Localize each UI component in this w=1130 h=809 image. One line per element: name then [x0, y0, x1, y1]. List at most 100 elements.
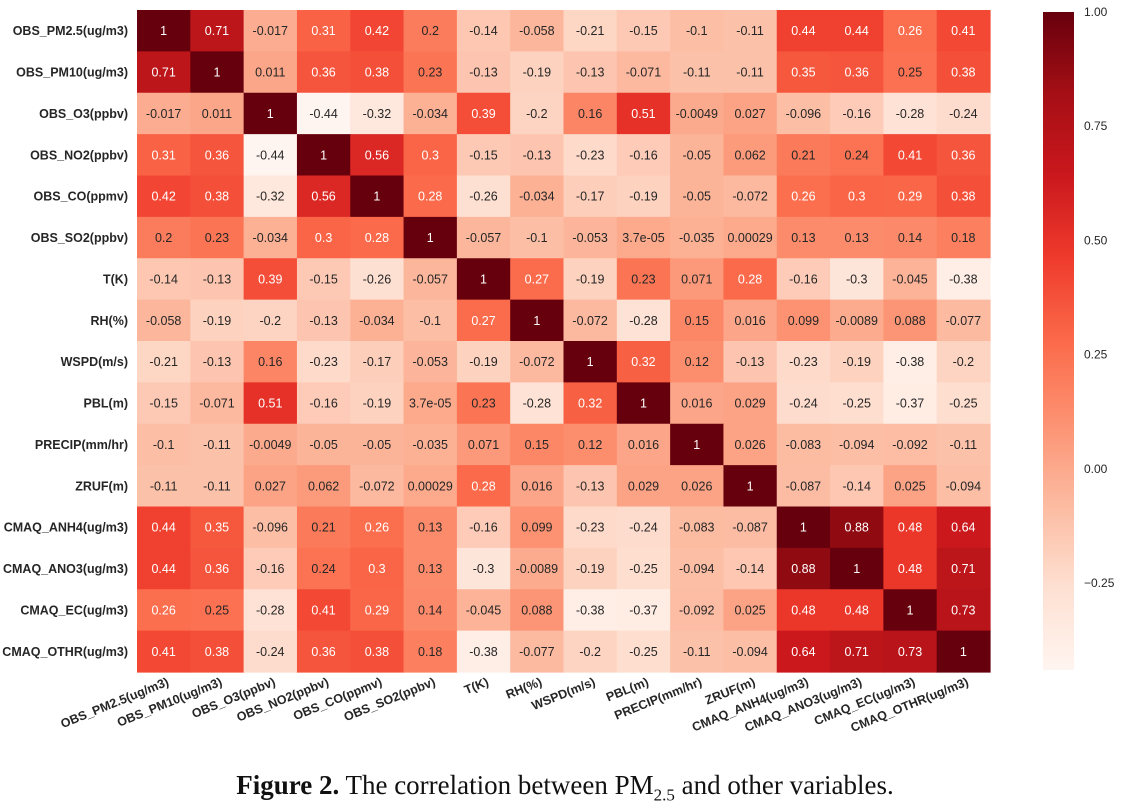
cell-value-label: -0.096	[786, 107, 821, 121]
heatmap-cell	[616, 547, 671, 590]
heatmap-cell	[243, 10, 298, 52]
cell-value-label: -0.077	[946, 314, 981, 328]
cell-value-label: 0.18	[951, 231, 975, 245]
cell-value-label: 0.26	[791, 190, 815, 204]
row-label: OBS_O3(ppbv)	[39, 107, 128, 121]
heatmap-cell	[883, 258, 938, 301]
cell-value-label: 0.2	[422, 24, 439, 38]
heatmap-cell	[243, 382, 298, 425]
cell-value-label: 0.029	[628, 479, 659, 493]
cell-value-label: -0.092	[892, 438, 927, 452]
heatmap-cell	[616, 216, 671, 259]
heatmap-cell	[723, 547, 778, 590]
cell-value-label: -0.057	[466, 231, 501, 245]
heatmap-cell	[137, 92, 191, 135]
cell-value-label: -0.23	[309, 355, 338, 369]
heatmap-cell	[723, 258, 778, 301]
cell-value-label: 0.36	[311, 645, 335, 659]
cell-value-label: 0.2	[155, 231, 172, 245]
cell-value-label: 0.88	[791, 562, 815, 576]
heatmap-cell	[456, 423, 511, 466]
cell-value-label: 1	[907, 603, 914, 617]
heatmap-cell	[776, 10, 831, 52]
heatmap-cell	[723, 216, 778, 259]
heatmap-cell	[137, 423, 191, 466]
cell-value-label: -0.053	[412, 355, 447, 369]
cell-value-label: -0.14	[736, 562, 765, 576]
heatmap-cell	[616, 423, 671, 466]
heatmap-cell	[510, 175, 565, 218]
heatmap-cell	[456, 589, 511, 632]
heatmap-cell	[137, 341, 191, 383]
cell-value-label: -0.23	[576, 521, 605, 535]
heatmap-cell	[776, 175, 831, 218]
heatmap-cell	[936, 51, 991, 94]
heatmap-cell	[350, 51, 405, 94]
heatmap-cell	[563, 10, 618, 52]
cell-value-label: -0.19	[363, 397, 392, 411]
heatmap-cell	[510, 341, 565, 383]
heatmap-cell	[137, 382, 191, 425]
heatmap-cell	[296, 547, 351, 590]
heatmap-cell	[243, 258, 298, 301]
cell-value-label: 0.73	[951, 603, 975, 617]
cell-value-label: 0.062	[308, 479, 339, 493]
heatmap-cell	[190, 175, 245, 218]
heatmap-cell	[616, 258, 671, 301]
cell-value-label: -0.13	[309, 314, 338, 328]
heatmap-cell	[563, 216, 618, 259]
heatmap-cell	[936, 10, 991, 52]
cell-value-label: 1	[800, 521, 807, 535]
row-label: WSPD(m/s)	[61, 355, 128, 369]
heatmap-cell	[830, 175, 884, 218]
heatmap-cell	[190, 216, 245, 259]
heatmap-cell	[670, 630, 725, 673]
cell-value-label: -0.16	[469, 521, 498, 535]
row-label: T(K)	[103, 272, 128, 286]
row-label: RH(%)	[91, 314, 129, 328]
cell-value-label: -0.38	[469, 645, 498, 659]
heatmap-cell	[883, 465, 938, 508]
cell-value-label: 0.35	[791, 66, 815, 80]
cell-value-label: -0.14	[469, 24, 498, 38]
cell-value-label: -0.034	[359, 314, 394, 328]
cell-value-label: 0.18	[418, 645, 442, 659]
heatmap-cell	[883, 506, 938, 549]
cell-value-label: -0.071	[199, 397, 234, 411]
heatmap-cell	[883, 589, 938, 632]
cell-value-label: 0.016	[681, 397, 712, 411]
cell-value-label: 1	[480, 272, 487, 286]
cell-value-label: -0.16	[842, 107, 871, 121]
cell-value-label: -0.17	[576, 190, 605, 204]
cell-value-label: 0.64	[951, 521, 975, 535]
cell-value-label: 0.071	[468, 438, 499, 452]
cell-value-label: 1	[533, 314, 540, 328]
heatmap-cell	[190, 630, 245, 673]
heatmap-cell	[563, 51, 618, 94]
cell-value-label: 1	[693, 438, 700, 452]
cell-value-label: 0.21	[311, 521, 335, 535]
cell-value-label: -0.13	[523, 148, 552, 162]
cell-value-label: 0.31	[151, 148, 175, 162]
cell-value-label: 0.48	[845, 603, 869, 617]
heatmap-cell	[936, 216, 991, 259]
heatmap-cell	[830, 216, 884, 259]
cell-value-label: 0.00029	[408, 479, 453, 493]
cell-value-label: -0.25	[949, 397, 978, 411]
cell-value-label: 0.026	[681, 479, 712, 493]
heatmap-cell	[723, 10, 778, 52]
cell-value-label: 0.3	[368, 562, 385, 576]
heatmap-cell	[670, 10, 725, 52]
cell-value-label: 0.36	[205, 148, 229, 162]
cell-value-label: 0.011	[202, 107, 232, 121]
cell-value-label: -0.11	[203, 438, 231, 452]
cell-value-label: -0.16	[256, 562, 285, 576]
cell-value-label: -0.034	[412, 107, 447, 121]
heatmap-cell	[137, 216, 191, 259]
cell-value-label: 0.48	[898, 521, 922, 535]
cell-value-label: 0.25	[205, 603, 229, 617]
cell-value-label: -0.071	[626, 66, 661, 80]
cell-value-label: -0.087	[786, 479, 821, 493]
heatmap-cell	[296, 10, 351, 52]
cell-value-label: -0.077	[519, 645, 554, 659]
